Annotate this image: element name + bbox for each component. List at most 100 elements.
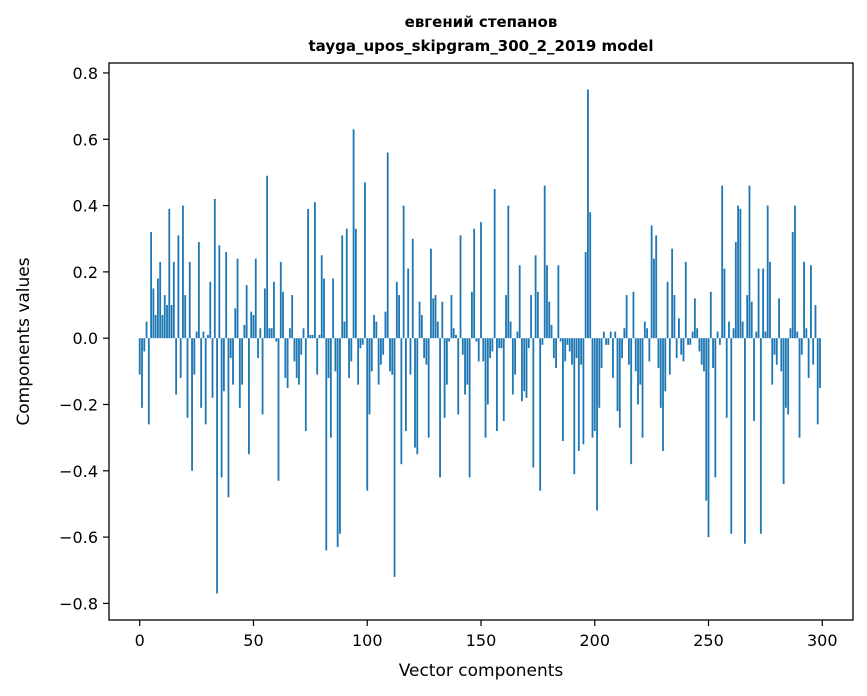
bar-194 (580, 338, 583, 365)
bar-16 (175, 338, 178, 395)
bar-264 (739, 208, 742, 339)
bar-256 (721, 185, 724, 339)
bar-165 (514, 338, 517, 375)
bar-283 (782, 338, 785, 485)
bar-43 (236, 258, 239, 339)
bar-37 (222, 338, 225, 392)
bar-182 (552, 338, 555, 359)
bar-5 (150, 232, 152, 339)
bar-249 (705, 338, 708, 501)
bar-12 (166, 305, 168, 339)
bar-190 (571, 338, 573, 365)
bar-178 (543, 185, 546, 339)
bar-299 (819, 338, 821, 388)
bar-47 (245, 285, 248, 339)
bar-276 (766, 205, 769, 339)
bar-210 (616, 338, 619, 412)
bar-54 (261, 338, 264, 415)
bar-152 (484, 338, 487, 438)
bar-248 (703, 338, 705, 372)
bar-53 (259, 328, 262, 339)
bar-120 (411, 238, 414, 339)
bar-69 (295, 338, 298, 378)
bar-139 (455, 334, 457, 339)
bar-238 (680, 338, 683, 355)
bar-136 (448, 338, 451, 342)
bar-295 (810, 265, 812, 339)
bar-181 (550, 324, 553, 339)
bar-72 (302, 328, 305, 339)
bar-114 (398, 295, 400, 339)
bar-240 (684, 261, 687, 339)
bar-2 (143, 338, 146, 352)
bar-142 (461, 338, 464, 355)
bar-81 (323, 278, 325, 339)
x-tick-label: 300 (807, 631, 838, 650)
bar-298 (816, 338, 819, 425)
bar-203 (600, 338, 603, 369)
bar-250 (707, 338, 710, 538)
bar-279 (773, 338, 776, 355)
bar-284 (784, 338, 787, 408)
bar-244 (693, 298, 696, 339)
bar-62 (279, 261, 282, 339)
bar-227 (655, 235, 658, 339)
bar-188 (566, 338, 569, 345)
bar-239 (682, 338, 685, 362)
bar-173 (532, 338, 535, 468)
bar-197 (587, 89, 589, 339)
bar-40 (229, 338, 232, 359)
bar-272 (757, 268, 760, 339)
bar-34 (216, 338, 218, 594)
x-axis-label: Vector components (399, 661, 564, 681)
bar-172 (530, 295, 532, 339)
bar-87 (336, 338, 339, 548)
bar-297 (814, 305, 817, 339)
y-tick-label: 0.8 (73, 64, 98, 83)
bar-95 (354, 228, 357, 339)
bar-192 (575, 338, 578, 359)
y-tick-label: −0.6 (59, 528, 98, 547)
bar-185 (559, 338, 562, 342)
bar-77 (314, 202, 316, 339)
bar-209 (614, 331, 617, 339)
bar-251 (709, 291, 712, 339)
bar-27 (200, 338, 203, 408)
bar-214 (625, 295, 628, 339)
bar-28 (202, 331, 205, 339)
bar-10 (161, 314, 164, 339)
bar-213 (623, 328, 626, 339)
y-axis-label: Components values (14, 257, 34, 425)
bar-151 (482, 338, 485, 362)
bar-90 (343, 321, 346, 339)
bar-9 (159, 261, 162, 339)
bar-123 (418, 301, 421, 339)
bar-261 (732, 328, 735, 339)
bar-206 (607, 338, 610, 345)
bar-132 (439, 338, 441, 478)
bar-79 (318, 334, 321, 339)
bar-162 (507, 205, 510, 339)
bar-179 (546, 265, 548, 339)
bar-131 (436, 321, 439, 339)
bar-219 (637, 338, 639, 405)
bar-59 (273, 281, 275, 339)
chart-subtitle: tayga_upos_skipgram_300_2_2019 model (309, 37, 654, 55)
bar-113 (395, 281, 398, 339)
bar-236 (675, 338, 678, 359)
bar-99 (364, 182, 366, 339)
bar-280 (775, 338, 778, 365)
y-tick-label: 0.6 (73, 130, 98, 149)
bar-52 (257, 338, 259, 359)
bar-147 (473, 228, 476, 339)
bar-186 (562, 338, 564, 441)
bar-293 (805, 328, 808, 339)
bar-286 (789, 328, 792, 339)
bar-191 (573, 338, 576, 475)
bar-199 (591, 338, 594, 438)
bar-271 (755, 331, 758, 339)
bar-0 (138, 338, 141, 375)
bar-246 (698, 338, 701, 352)
bar-269 (750, 301, 753, 339)
